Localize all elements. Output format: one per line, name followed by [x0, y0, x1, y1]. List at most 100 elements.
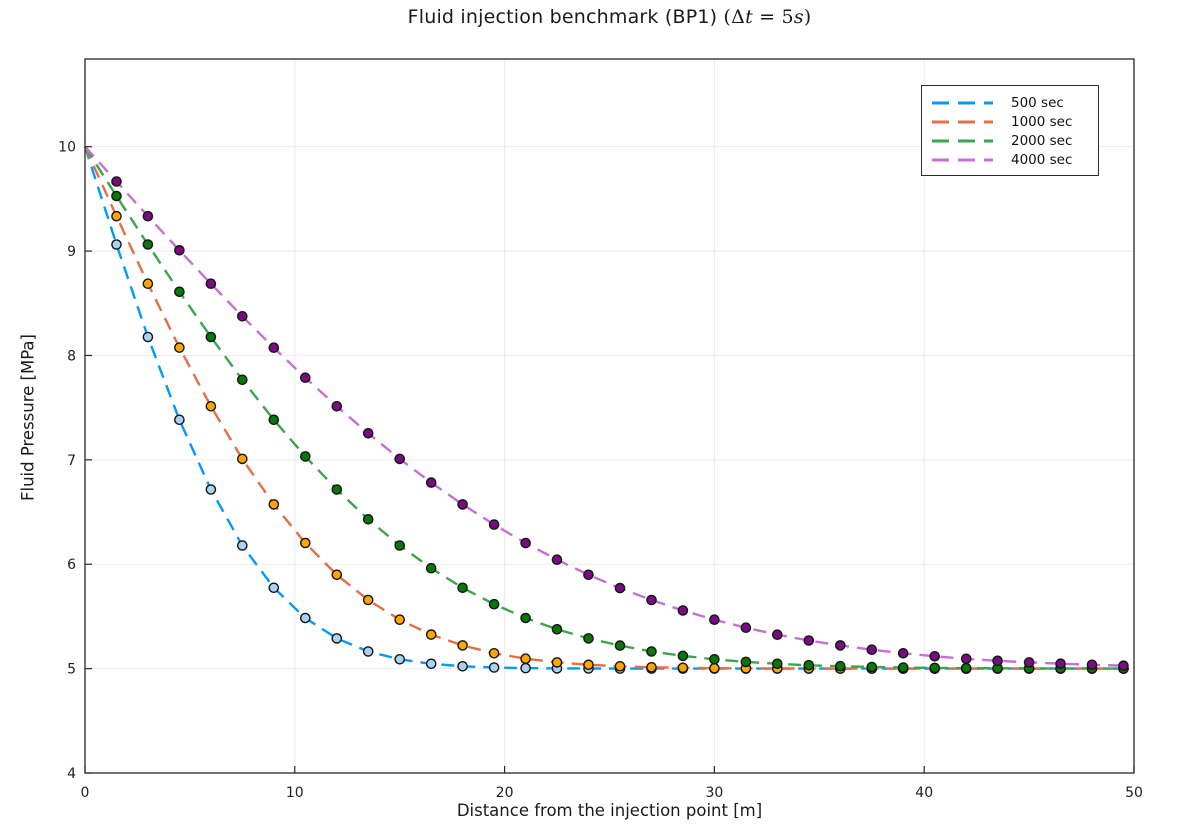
x-tick-label: 30 — [705, 785, 723, 801]
series-marker-2000-sec — [677, 650, 689, 662]
chart-title-math: (Δt = 5s) — [724, 6, 812, 28]
series-marker-4000-sec — [677, 605, 689, 616]
series-marker-4000-sec — [551, 554, 563, 566]
legend-label: 1000 sec — [1011, 113, 1073, 130]
series-marker-2000-sec — [866, 661, 878, 673]
series-marker-4000-sec — [866, 644, 878, 656]
series-marker-2000-sec — [551, 624, 563, 635]
legend-line-sample — [932, 101, 1002, 104]
series-marker-2000-sec — [960, 662, 972, 674]
series-marker-1000-sec — [488, 648, 500, 659]
series-marker-2000-sec — [488, 598, 500, 610]
series-marker-1000-sec — [583, 659, 594, 671]
series-marker-1000-sec — [111, 210, 122, 222]
series-marker-1000-sec — [520, 653, 531, 665]
legend-entry: 1000 sec — [932, 112, 1090, 131]
series-marker-4000-sec — [835, 640, 846, 651]
series-marker-4000-sec — [299, 372, 311, 384]
series-marker-500-sec — [142, 331, 154, 343]
series-marker-500-sec — [331, 633, 343, 644]
series-marker-4000-sec — [646, 594, 657, 606]
legend-line-sample — [932, 120, 1002, 123]
series-marker-1000-sec — [142, 278, 154, 290]
series-marker-2000-sec — [709, 654, 720, 665]
series-marker-4000-sec — [772, 629, 783, 641]
series-marker-500-sec — [236, 540, 248, 551]
series-marker-1000-sec — [551, 657, 563, 668]
series-marker-2000-sec — [614, 640, 626, 651]
series-marker-4000-sec — [1086, 659, 1098, 671]
series-marker-500-sec — [205, 484, 217, 495]
math-part: t — [745, 6, 753, 28]
math-part: (Δ — [723, 6, 746, 28]
series-marker-2000-sec — [835, 660, 846, 672]
series-marker-500-sec — [362, 646, 374, 657]
series-marker-4000-sec — [583, 569, 594, 581]
y-tick-label: 4 — [67, 766, 76, 782]
math-part: s — [793, 6, 804, 28]
series-marker-4000-sec — [394, 453, 406, 465]
series-marker-1000-sec — [457, 640, 468, 651]
series-marker-2000-sec — [394, 540, 406, 551]
series-marker-4000-sec — [205, 278, 217, 290]
series-marker-500-sec — [174, 414, 185, 426]
y-axis-label: Fluid Pressure [MPa] — [18, 334, 38, 501]
y-tick-label: 5 — [67, 662, 76, 678]
series-marker-4000-sec — [520, 537, 531, 549]
series-marker-1000-sec — [614, 661, 626, 672]
plot-frame — [84, 58, 1135, 774]
series-line-1000-sec — [83, 146, 1124, 670]
series-marker-1000-sec — [331, 569, 343, 581]
series-marker-1000-sec — [362, 594, 374, 606]
series-line-4000-sec — [84, 145, 1124, 667]
series-marker-4000-sec — [268, 342, 280, 354]
legend-entry: 2000 sec — [932, 131, 1090, 150]
series-marker-1000-sec — [677, 662, 689, 674]
series-marker-500-sec — [425, 658, 437, 670]
legend-entry: 500 sec — [932, 93, 1090, 112]
legend-label: 4000 sec — [1011, 151, 1073, 168]
series-marker-2000-sec — [268, 414, 280, 426]
series-marker-2000-sec — [236, 374, 248, 386]
series-marker-4000-sec — [709, 614, 720, 626]
series-marker-1000-sec — [205, 400, 217, 412]
series-marker-4000-sec — [992, 655, 1003, 667]
series-marker-2000-sec — [142, 239, 154, 250]
series-marker-4000-sec — [1023, 657, 1035, 668]
legend-entry: 4000 sec — [932, 150, 1090, 169]
series-marker-1000-sec — [425, 629, 437, 640]
series-marker-500-sec — [299, 612, 311, 624]
series-marker-2000-sec — [740, 656, 752, 668]
series-marker-1000-sec — [299, 537, 311, 549]
series-marker-4000-sec — [362, 427, 374, 439]
chart-title-main: Fluid injection benchmark (BP1) — [407, 6, 724, 28]
series-marker-4000-sec — [111, 176, 122, 187]
chart-title: Fluid injection benchmark (BP1) (Δt = 5s… — [85, 6, 1134, 28]
series-marker-2000-sec — [299, 451, 311, 462]
y-tick-label: 9 — [67, 244, 76, 260]
series-marker-4000-sec — [1055, 658, 1066, 670]
series-marker-1000-sec — [709, 662, 720, 674]
series-marker-4000-sec — [614, 582, 626, 594]
series-marker-500-sec — [488, 662, 500, 673]
series-line-2000-sec — [83, 146, 1124, 670]
series-marker-4000-sec — [960, 653, 972, 665]
series-marker-4000-sec — [1118, 660, 1129, 672]
series-marker-1000-sec — [236, 453, 248, 465]
series-marker-4000-sec — [740, 622, 752, 634]
series-marker-1000-sec — [646, 662, 657, 673]
y-tick-label: 10 — [58, 140, 76, 156]
series-marker-1000-sec — [174, 342, 185, 353]
y-tick-label: 6 — [67, 557, 76, 573]
x-tick-label: 0 — [81, 785, 90, 801]
series-marker-4000-sec — [803, 635, 815, 646]
series-marker-4000-sec — [457, 499, 468, 510]
series-marker-2000-sec — [362, 514, 374, 525]
legend-label: 2000 sec — [1011, 132, 1073, 149]
x-axis-label: Distance from the injection point [m] — [456, 801, 763, 820]
math-part: = 5 — [752, 6, 794, 28]
legend: 500 sec 1000 sec 2000 sec 4000 sec — [921, 85, 1099, 176]
y-tick-label: 7 — [67, 453, 76, 469]
